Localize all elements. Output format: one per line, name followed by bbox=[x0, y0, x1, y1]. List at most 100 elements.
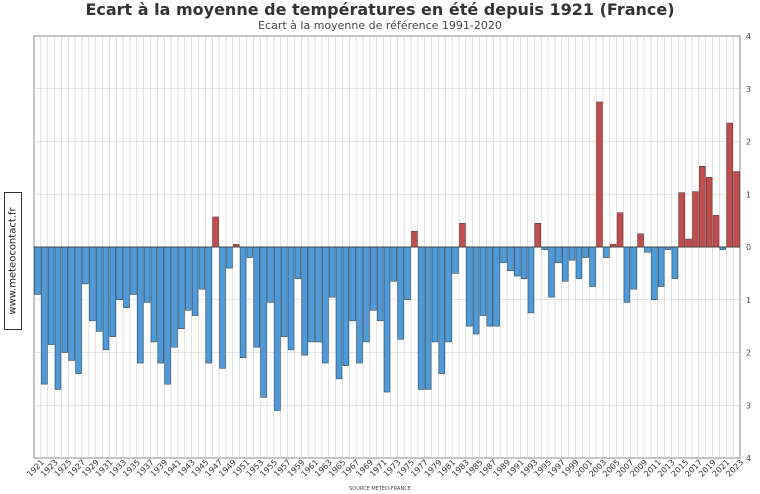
bar-1957 bbox=[281, 246, 288, 337]
bar-1999 bbox=[568, 246, 576, 261]
bar-2000 bbox=[575, 246, 583, 279]
bar-1924 bbox=[54, 246, 62, 390]
bar-1936 bbox=[137, 246, 144, 364]
bar-1961 bbox=[308, 246, 315, 343]
bar-1986 bbox=[479, 246, 487, 316]
bar-1949 bbox=[226, 246, 233, 269]
bar-2012 bbox=[657, 246, 665, 287]
bar-1983 bbox=[459, 223, 466, 248]
bar-1967 bbox=[349, 246, 356, 322]
bar-1938 bbox=[150, 246, 158, 343]
bar-1972 bbox=[383, 246, 391, 393]
bar-2022 bbox=[726, 122, 733, 248]
bar-1962 bbox=[315, 246, 322, 343]
bar-2002 bbox=[589, 246, 596, 287]
bar-1974 bbox=[397, 246, 404, 340]
bar-2023 bbox=[733, 171, 740, 248]
bar-1994 bbox=[534, 223, 541, 248]
bar-1931 bbox=[102, 246, 110, 351]
bar-1926 bbox=[68, 246, 75, 361]
bar-1923 bbox=[47, 246, 55, 345]
bar-1963 bbox=[322, 246, 329, 364]
bar-1930 bbox=[95, 246, 103, 332]
bar-1978 bbox=[424, 246, 432, 390]
bar-1933 bbox=[116, 246, 123, 300]
bar-1940 bbox=[164, 246, 171, 385]
bar-1966 bbox=[342, 246, 350, 366]
bar-1942 bbox=[178, 246, 185, 330]
bar-1960 bbox=[301, 246, 308, 356]
bar-1927 bbox=[75, 246, 82, 374]
bar-1952 bbox=[246, 246, 254, 258]
bar-1970 bbox=[370, 246, 377, 311]
bar-1939 bbox=[157, 246, 164, 364]
bar-1947 bbox=[212, 216, 219, 248]
bar-1948 bbox=[219, 246, 226, 369]
bar-2009 bbox=[637, 233, 644, 248]
bar-1945 bbox=[198, 246, 206, 290]
bar-1965 bbox=[335, 246, 343, 380]
bar-1956 bbox=[274, 246, 281, 411]
bar-1976 bbox=[411, 230, 418, 248]
bar-1985 bbox=[472, 246, 480, 335]
bar-2001 bbox=[582, 246, 589, 258]
bar-1941 bbox=[171, 246, 178, 348]
bar-1998 bbox=[562, 246, 569, 282]
y-tick-label: 4 bbox=[746, 32, 751, 41]
bar-1973 bbox=[390, 246, 398, 282]
y-tick-label: 4 bbox=[746, 454, 751, 463]
bar-1991 bbox=[514, 246, 521, 277]
bar-2006 bbox=[616, 212, 624, 248]
bar-2004 bbox=[603, 246, 610, 258]
bar-2016 bbox=[685, 238, 692, 248]
bar-1935 bbox=[130, 246, 137, 295]
chart-subtitle: Ecart à la moyenne de référence 1991-202… bbox=[258, 19, 502, 32]
bar-1990 bbox=[507, 246, 514, 271]
bar-1925 bbox=[61, 246, 69, 353]
y-tick-label: 2 bbox=[746, 349, 751, 358]
bar-1984 bbox=[466, 246, 473, 327]
watermark-box: www.meteocontact.fr bbox=[4, 192, 22, 330]
bar-1946 bbox=[205, 246, 212, 364]
bar-1922 bbox=[41, 246, 48, 385]
y-tick-label: 2 bbox=[746, 138, 751, 147]
y-tick-label: 1 bbox=[746, 296, 751, 305]
bar-2017 bbox=[692, 191, 699, 248]
bar-2010 bbox=[644, 246, 651, 253]
bar-2007 bbox=[623, 246, 631, 303]
bar-1989 bbox=[500, 246, 507, 264]
bar-1921 bbox=[34, 246, 41, 295]
bar-1937 bbox=[143, 246, 151, 303]
bar-1980 bbox=[438, 246, 446, 374]
bar-1982 bbox=[452, 246, 459, 274]
bar-1955 bbox=[267, 246, 274, 303]
bar-1953 bbox=[253, 246, 260, 348]
bar-2018 bbox=[699, 166, 706, 248]
y-tick-label: 0 bbox=[746, 243, 751, 252]
bar-1971 bbox=[376, 246, 384, 322]
bar-2014 bbox=[671, 246, 679, 279]
bar-1943 bbox=[185, 246, 192, 311]
bar-1997 bbox=[555, 246, 562, 264]
bar-1992 bbox=[520, 246, 528, 279]
bar-1954 bbox=[260, 246, 267, 398]
bar-1975 bbox=[404, 246, 411, 300]
bar-2015 bbox=[678, 192, 685, 248]
bar-1981 bbox=[445, 246, 452, 343]
bar-1996 bbox=[548, 246, 555, 298]
bar-2003 bbox=[596, 101, 603, 248]
bar-2019 bbox=[705, 177, 713, 248]
bar-1934 bbox=[123, 246, 130, 308]
bar-1993 bbox=[527, 246, 535, 314]
bar-1977 bbox=[418, 246, 425, 390]
bar-1988 bbox=[493, 246, 500, 327]
bar-1969 bbox=[363, 246, 370, 343]
bar-1951 bbox=[239, 246, 247, 359]
bar-1928 bbox=[82, 246, 89, 285]
bar-1968 bbox=[356, 246, 363, 364]
bar-1979 bbox=[431, 246, 439, 343]
bar-2020 bbox=[712, 215, 720, 248]
chart-title: Ecart à la moyenne de températures en ét… bbox=[85, 0, 675, 19]
bar-2011 bbox=[651, 246, 658, 300]
